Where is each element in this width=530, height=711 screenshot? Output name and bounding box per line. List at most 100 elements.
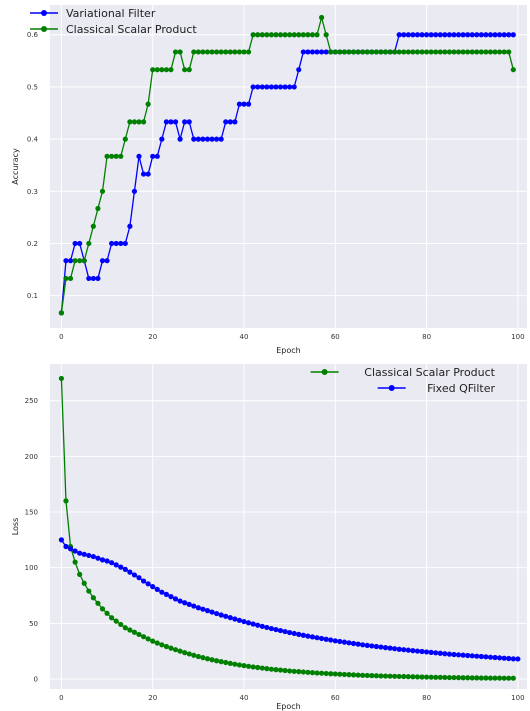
data-point [136,153,142,159]
data-point [182,600,188,606]
data-point [131,629,138,635]
data-point [346,672,352,678]
data-point [287,668,293,674]
data-point [309,32,316,38]
data-point [401,49,407,55]
y-tick-label: 50 [29,620,38,628]
data-point [127,569,133,575]
data-point [323,670,329,677]
data-point [337,638,343,645]
data-point [227,615,233,621]
data-point [474,32,480,38]
data-point [451,674,457,681]
data-point [163,67,169,73]
data-point [346,640,352,646]
data-point [118,621,124,628]
data-point [90,553,96,560]
legend-marker [41,10,47,16]
data-point [318,670,325,676]
data-point [373,673,379,679]
data-point [264,624,270,631]
x-tick-label: 20 [148,694,157,702]
data-point [273,84,279,90]
data-point [355,49,361,55]
y-axis-label: Loss [11,518,20,536]
data-point [268,625,274,632]
data-point [145,581,151,587]
data-point [401,673,407,680]
data-point [337,49,343,55]
data-point [446,651,452,657]
data-point [309,670,316,676]
data-point [428,49,434,55]
data-point [277,627,284,634]
data-point [332,49,338,55]
data-point [369,643,375,649]
data-point [355,641,361,647]
data-point [309,49,316,55]
data-point [378,49,384,55]
data-point [223,49,229,55]
data-point [350,672,357,678]
data-point [131,188,138,194]
data-point [136,119,142,125]
data-point [177,598,183,604]
data-point [113,240,119,247]
data-point [63,258,69,264]
y-tick-label: 0.5 [27,83,38,91]
data-point [86,588,92,594]
data-point [492,675,498,681]
data-point [318,49,325,55]
legend-label: Variational Filter [66,7,156,20]
x-tick-label: 60 [331,694,340,702]
data-point [236,617,243,623]
y-tick-label: 100 [25,564,38,572]
data-point [364,672,370,679]
data-point [268,84,274,90]
data-point [478,675,484,681]
data-point [433,32,439,38]
data-point [223,613,229,619]
y-axis-label: Accuracy [11,148,20,185]
data-point [90,223,96,229]
data-point [191,49,197,55]
data-point [451,32,457,38]
legend-marker [388,385,395,391]
data-point [218,659,224,665]
data-point [501,32,507,38]
data-point [314,635,320,641]
data-point [364,49,370,55]
data-point [469,653,475,659]
data-point [382,645,389,651]
data-point [282,32,288,38]
data-point [497,655,503,661]
data-point [232,49,238,55]
series-fixed-qfilter [58,537,521,662]
data-point [255,32,261,38]
data-point [478,49,484,55]
data-point [172,49,179,55]
data-point [250,664,256,670]
data-point [401,647,407,653]
data-point [446,32,452,38]
data-point [277,32,284,38]
data-point [122,136,128,142]
data-point [264,84,270,90]
data-point [200,136,206,142]
data-point [296,67,302,73]
data-point [104,258,110,264]
data-point [291,668,297,674]
data-point [104,558,110,564]
data-point [465,675,471,681]
data-point [77,571,83,577]
y-tick-label: 250 [25,397,38,405]
data-point [127,223,133,229]
legend-marker [321,369,328,375]
legend: Variational Filter Classical Scalar Produ… [30,7,197,36]
data-point [373,643,379,650]
data-point [396,49,402,55]
data-point [118,240,124,247]
legend: Classical Scalar Product Fixed QFilter [310,366,496,395]
data-point [350,49,357,55]
data-point [437,49,443,55]
